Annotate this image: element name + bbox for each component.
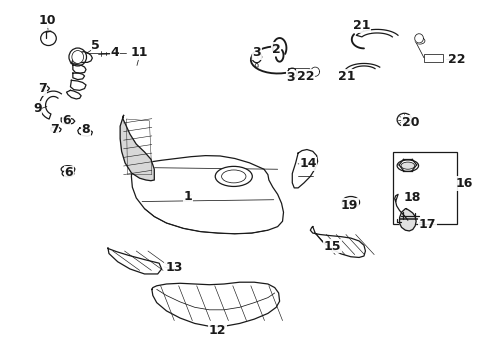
Text: 4: 4 <box>111 46 120 59</box>
Text: 10: 10 <box>38 14 56 27</box>
Polygon shape <box>292 149 317 188</box>
Polygon shape <box>310 226 365 257</box>
Ellipse shape <box>215 166 252 186</box>
FancyBboxPatch shape <box>288 68 308 75</box>
Polygon shape <box>73 73 84 80</box>
Text: 14: 14 <box>299 157 316 170</box>
Polygon shape <box>40 91 61 119</box>
Polygon shape <box>399 209 415 231</box>
Polygon shape <box>310 67 319 76</box>
Polygon shape <box>51 127 61 133</box>
Text: 20: 20 <box>401 116 418 129</box>
Text: 6: 6 <box>62 114 71 127</box>
Ellipse shape <box>341 197 359 208</box>
Ellipse shape <box>414 38 424 44</box>
Ellipse shape <box>69 48 86 66</box>
Polygon shape <box>71 51 92 63</box>
Text: 1: 1 <box>183 190 192 203</box>
Text: 3: 3 <box>286 71 295 84</box>
Ellipse shape <box>72 50 83 63</box>
Ellipse shape <box>306 69 316 76</box>
Text: 15: 15 <box>323 240 340 253</box>
Text: 9: 9 <box>33 102 41 115</box>
Text: 12: 12 <box>208 324 226 337</box>
Ellipse shape <box>396 113 411 126</box>
Text: 3: 3 <box>252 46 261 59</box>
Polygon shape <box>287 68 297 78</box>
Text: 16: 16 <box>454 177 471 190</box>
Ellipse shape <box>41 31 56 45</box>
Text: 5: 5 <box>91 39 100 52</box>
Text: 17: 17 <box>418 218 435 231</box>
Text: 22: 22 <box>447 53 465 66</box>
Polygon shape <box>73 64 86 73</box>
Polygon shape <box>41 86 49 91</box>
Text: 13: 13 <box>165 261 182 274</box>
Ellipse shape <box>345 199 355 206</box>
Ellipse shape <box>396 160 418 171</box>
Text: 21: 21 <box>338 69 355 82</box>
Text: 22: 22 <box>296 69 314 82</box>
Text: 7: 7 <box>38 82 46 95</box>
Text: 6: 6 <box>64 166 73 179</box>
Ellipse shape <box>61 166 75 173</box>
Text: 7: 7 <box>50 123 59 136</box>
Polygon shape <box>61 118 75 125</box>
Text: 18: 18 <box>403 192 421 204</box>
Polygon shape <box>251 51 261 63</box>
Ellipse shape <box>221 170 245 183</box>
Polygon shape <box>345 63 379 71</box>
Polygon shape <box>66 90 81 99</box>
Text: 2: 2 <box>271 42 280 55</box>
Text: 8: 8 <box>81 123 90 136</box>
Polygon shape <box>70 80 86 90</box>
Polygon shape <box>152 282 279 326</box>
Text: 19: 19 <box>340 199 357 212</box>
Ellipse shape <box>400 162 414 169</box>
Polygon shape <box>120 116 154 181</box>
Ellipse shape <box>62 170 74 177</box>
Text: 11: 11 <box>131 46 148 59</box>
Polygon shape <box>78 128 92 136</box>
Text: 21: 21 <box>352 19 369 32</box>
Polygon shape <box>414 34 423 43</box>
Polygon shape <box>131 156 283 234</box>
FancyBboxPatch shape <box>423 54 443 62</box>
Polygon shape <box>356 30 397 37</box>
Polygon shape <box>108 248 161 274</box>
Bar <box>392 152 456 224</box>
